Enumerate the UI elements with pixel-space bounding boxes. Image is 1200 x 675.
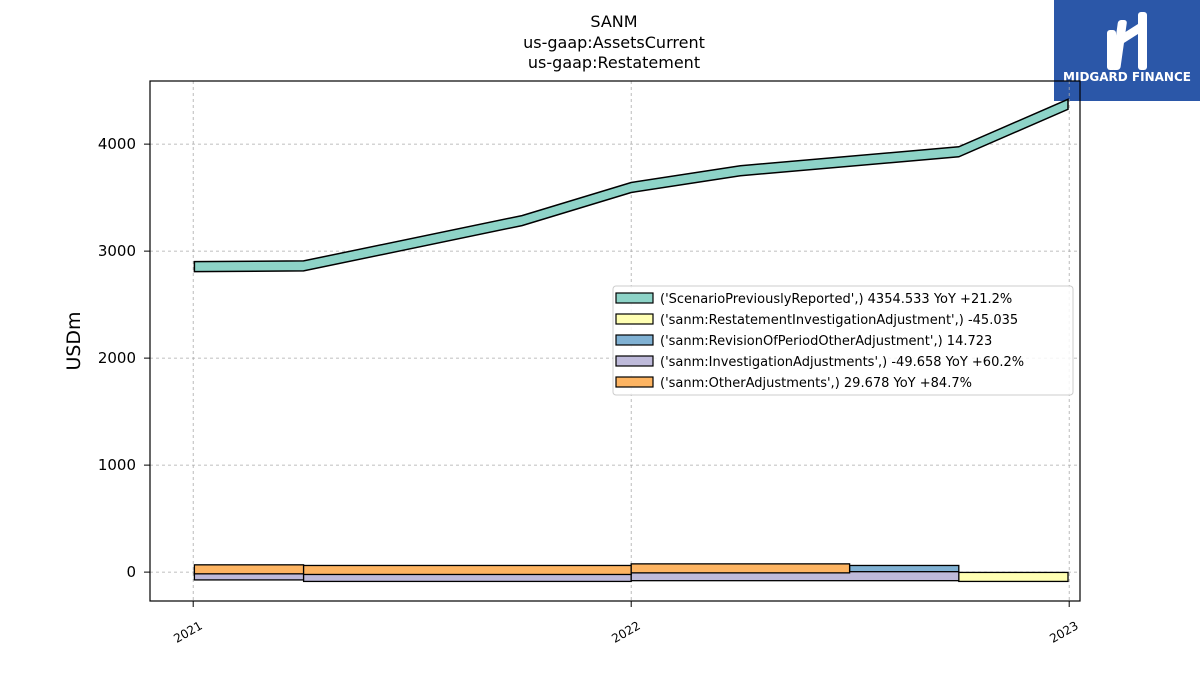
legend-label: ('ScenarioPreviouslyReported',) 4354.533… — [660, 292, 1012, 307]
series-layer — [193, 98, 1069, 583]
series-4 — [193, 563, 851, 576]
x-tick-label: 2021 — [171, 618, 204, 645]
legend-item: ('sanm:RevisionOfPeriodOtherAdjustment',… — [615, 334, 992, 349]
legend-swatch — [615, 292, 654, 304]
legend-swatch — [615, 313, 654, 325]
plot-frame — [149, 80, 1081, 602]
title-line-3: us-gaap:Restatement — [528, 53, 700, 72]
logo-mark-icon — [1107, 12, 1147, 70]
y-tick-label: 1000 — [98, 456, 136, 474]
series-4-segment — [630, 563, 851, 574]
legend-swatch — [615, 355, 654, 367]
x-axis: 2021 2022 2023 — [171, 601, 1081, 646]
x-tick-label: 2023 — [1047, 618, 1080, 645]
legend-item: ('ScenarioPreviouslyReported',) 4354.533… — [615, 292, 1012, 307]
legend-item: ('sanm:OtherAdjustments',) 29.678 YoY +8… — [615, 376, 972, 391]
legend-swatch — [615, 376, 654, 388]
series-1 — [958, 571, 1069, 583]
logo-text: MIDGARD FINANCE — [1063, 70, 1191, 84]
series-4-segment — [193, 564, 305, 575]
y-tick-label: 4000 — [98, 135, 136, 153]
y-tick-label: 3000 — [98, 242, 136, 260]
title-line-2: us-gaap:AssetsCurrent — [523, 33, 705, 52]
y-axis: 0 1000 2000 3000 4000 — [98, 135, 150, 581]
y-tick-label: 0 — [126, 563, 136, 581]
legend-swatch — [615, 334, 654, 346]
legend-label: ('sanm:RevisionOfPeriodOtherAdjustment',… — [660, 334, 992, 349]
legend: ('ScenarioPreviouslyReported',) 4354.533… — [612, 285, 1074, 396]
legend-item: ('sanm:InvestigationAdjustments',) -49.6… — [615, 355, 1024, 370]
series-0-band — [193, 98, 1069, 273]
x-tick-label: 2022 — [609, 618, 642, 645]
y-tick-label: 2000 — [98, 349, 136, 367]
midgard-finance-logo: MIDGARD FINANCE — [1054, 0, 1200, 101]
legend-item: ('sanm:RestatementInvestigationAdjustmen… — [615, 313, 1018, 328]
legend-label: ('sanm:RestatementInvestigationAdjustmen… — [660, 313, 1018, 328]
legend-label: ('sanm:InvestigationAdjustments',) -49.6… — [660, 355, 1024, 370]
y-axis-label: USDm — [63, 311, 85, 370]
title-line-1: SANM — [590, 12, 637, 31]
chart-title: SANM us-gaap:AssetsCurrent us-gaap:Resta… — [523, 12, 705, 72]
legend-label: ('sanm:OtherAdjustments',) 29.678 YoY +8… — [660, 376, 972, 391]
series-1-segment — [958, 571, 1069, 583]
series-4-segment — [302, 564, 632, 576]
legend-frame — [612, 285, 1074, 396]
series-0 — [193, 98, 1069, 273]
logo-background — [1054, 0, 1200, 101]
